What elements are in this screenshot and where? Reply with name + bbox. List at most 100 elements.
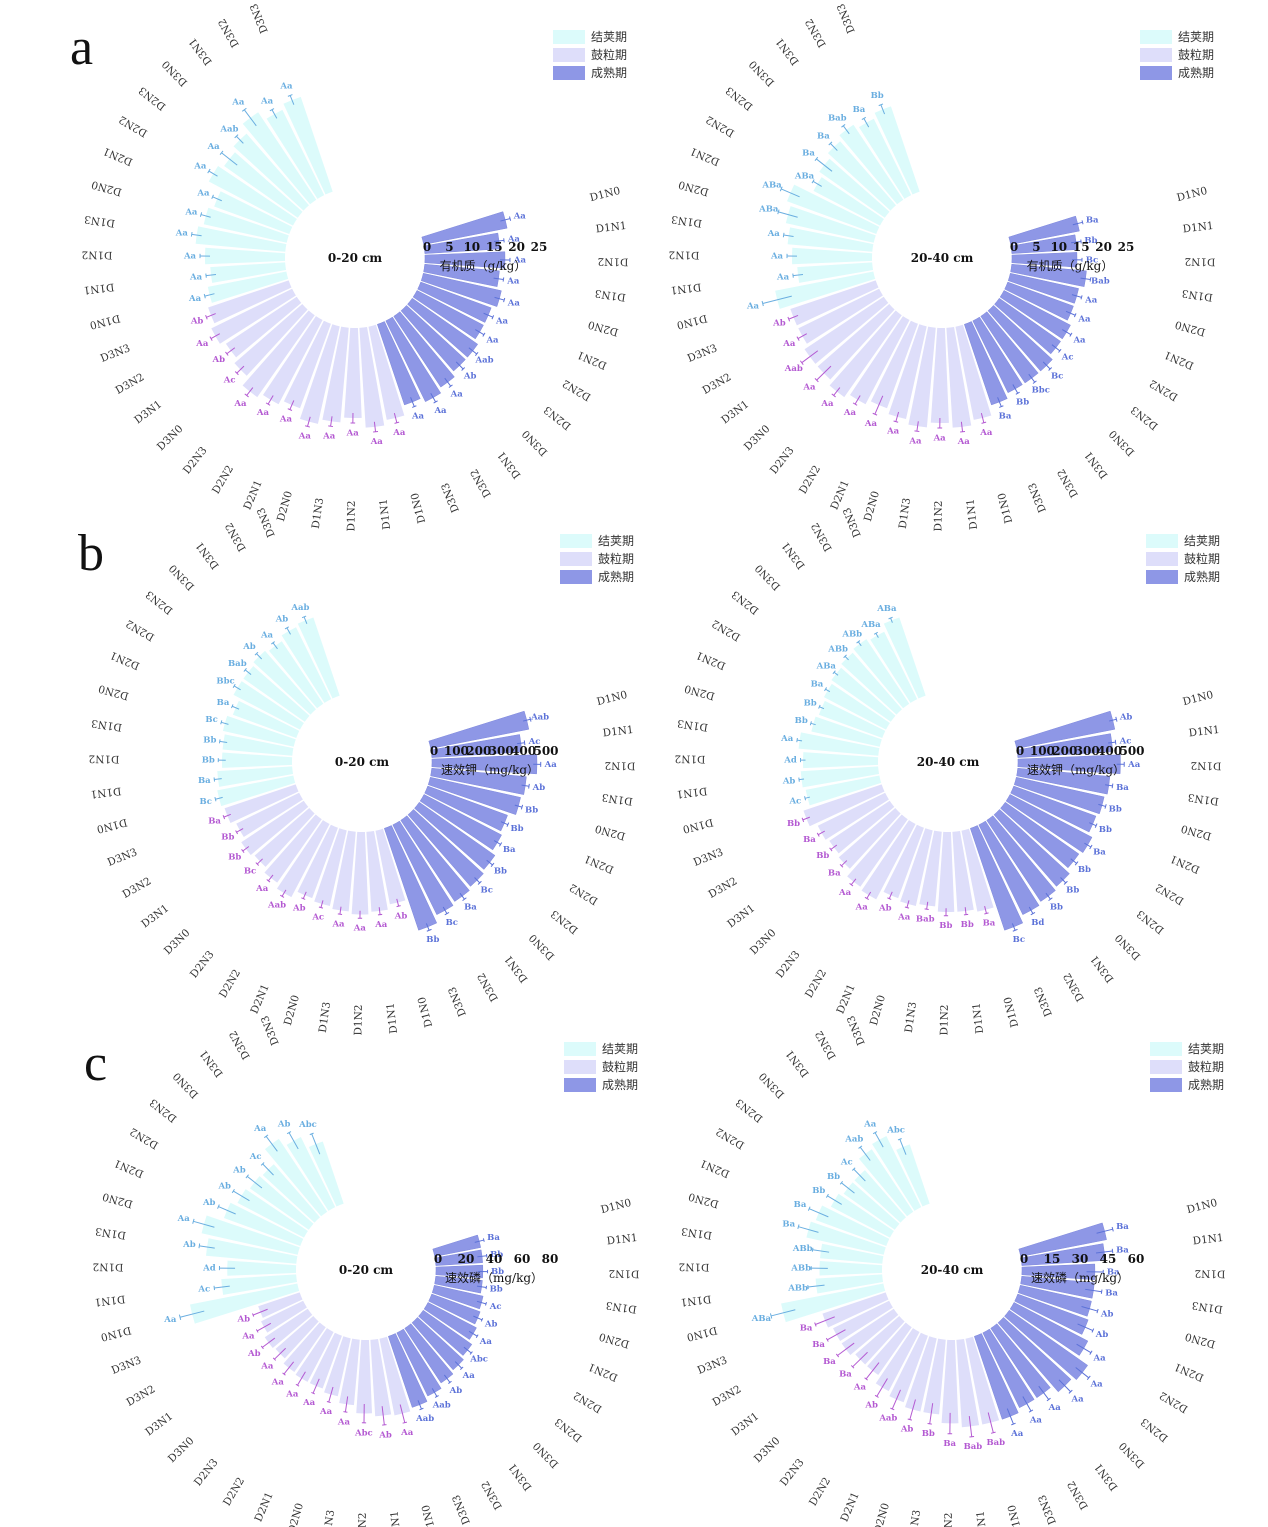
error-bar xyxy=(521,784,530,787)
category-label: D2N0 xyxy=(677,178,710,198)
category-label: D2N1 xyxy=(575,348,608,371)
bar-D3N1 xyxy=(264,1308,313,1348)
error-cap xyxy=(394,421,400,424)
sig-label: Bb xyxy=(510,824,523,834)
category-label: D3N0 xyxy=(527,932,557,963)
error-cap xyxy=(269,108,275,112)
bar-D1N0 xyxy=(428,710,530,749)
category-label: D1N3 xyxy=(94,1225,126,1241)
bar-D3N3 xyxy=(297,617,340,699)
category-label: D2N0 xyxy=(862,490,882,523)
category-label: D2N2 xyxy=(1147,377,1180,403)
category-label: D2N3 xyxy=(778,1457,807,1489)
bar-D3N3 xyxy=(208,280,292,324)
error-bar xyxy=(1072,221,1083,226)
legend-label: 鼓粒期 xyxy=(1184,551,1220,566)
sig-label: ABa xyxy=(751,1314,772,1324)
sig-label: Bab xyxy=(1091,276,1110,286)
bar-D1N3 xyxy=(1020,1275,1095,1299)
error-cap xyxy=(311,1391,316,1395)
error-bar xyxy=(1028,906,1034,914)
category-label: D3N0 xyxy=(1113,932,1143,963)
error-bar xyxy=(833,671,839,676)
bar-D1N0 xyxy=(189,1283,300,1324)
category-label: D1N1 xyxy=(90,785,122,801)
legend-swatch xyxy=(553,30,585,44)
sig-label: ABa xyxy=(860,620,881,630)
bar-D1N3 xyxy=(423,263,500,287)
bar-D2N1 xyxy=(870,320,918,409)
category-label: D1N0 xyxy=(685,1324,718,1343)
error-cap xyxy=(1015,391,1020,395)
sig-label: Bb xyxy=(1050,903,1063,913)
category-label: D1N0 xyxy=(416,996,435,1029)
tick-label: 5 xyxy=(445,240,453,254)
error-bar xyxy=(311,1133,321,1155)
category-label: D2N2 xyxy=(560,377,593,403)
category-label: D1N1 xyxy=(378,498,394,530)
error-bar xyxy=(797,739,803,742)
legend-label: 成熟期 xyxy=(1184,569,1220,584)
error-cap xyxy=(831,393,836,398)
sig-label: Ab xyxy=(212,355,226,365)
error-cap xyxy=(523,740,526,746)
category-label: D1N2 xyxy=(668,248,699,260)
sig-label: Bb xyxy=(804,698,817,708)
error-bar xyxy=(208,170,218,177)
category-label: D3N2 xyxy=(475,971,501,1004)
error-bar xyxy=(880,104,886,115)
sig-label: Aa xyxy=(838,888,852,898)
bar-D2N2 xyxy=(412,290,484,340)
error-cap xyxy=(234,371,239,376)
bar-D2N0 xyxy=(427,776,521,815)
error-cap xyxy=(178,1314,182,1320)
category-label: D3N2 xyxy=(479,1479,505,1512)
bar-D3N2 xyxy=(236,792,303,838)
series-0: Bc D1N0 Ba D1N1 Bb D1N2 Bb D1N3 Bc D2N0 Ba D2N1 Bbc D… xyxy=(88,506,340,835)
sig-label: Ac xyxy=(249,1152,262,1162)
error-cap xyxy=(924,908,929,910)
error-cap xyxy=(301,897,306,900)
bar-D3N1 xyxy=(804,296,889,364)
category-label: D2N0 xyxy=(286,1502,306,1527)
tick-label: 15 xyxy=(1044,1252,1061,1266)
category-label: D2N3 xyxy=(1139,1415,1171,1444)
category-label: D1N0 xyxy=(600,1197,633,1216)
bar-D1N0 xyxy=(368,324,405,420)
legend-swatch xyxy=(1150,1060,1182,1074)
bar-D1N0 xyxy=(961,828,994,912)
error-bar xyxy=(500,218,511,222)
sig-label: Aa xyxy=(450,390,464,400)
error-cap xyxy=(279,894,285,898)
error-bar xyxy=(1071,294,1082,298)
error-cap xyxy=(462,897,467,902)
bar-D3N0 xyxy=(854,1170,906,1223)
error-cap xyxy=(787,316,791,322)
sig-label: Aa xyxy=(782,339,796,349)
tick-label: 25 xyxy=(531,240,548,254)
sig-label: Aa xyxy=(163,1315,177,1325)
sig-label: Aa xyxy=(1072,335,1086,345)
error-bar xyxy=(1096,1228,1113,1234)
sig-label: Aab xyxy=(267,900,286,910)
error-cap xyxy=(969,1435,975,1438)
error-cap xyxy=(841,124,846,128)
bar-D2N2 xyxy=(813,177,884,226)
error-cap xyxy=(796,737,798,743)
category-label: D1N1 xyxy=(680,1293,712,1309)
category-label: D2N3 xyxy=(768,445,797,477)
sig-label: Bbc xyxy=(1032,386,1050,396)
error-bar xyxy=(205,273,217,277)
bar-D1N3 xyxy=(1010,263,1087,287)
error-bar xyxy=(210,333,221,340)
error-cap xyxy=(796,336,800,341)
category-label: D3N3 xyxy=(696,1354,729,1377)
sig-label: ABb xyxy=(787,1284,808,1294)
category-label: D2N0 xyxy=(282,994,302,1027)
category-label: D1N1 xyxy=(385,1002,401,1034)
sig-label: Abc xyxy=(354,1428,373,1438)
category-label: D3N0 xyxy=(752,1435,783,1465)
bar-D3N1 xyxy=(841,1308,899,1355)
sig-label: Bb xyxy=(795,716,808,726)
category-label: D1N2 xyxy=(932,500,944,531)
